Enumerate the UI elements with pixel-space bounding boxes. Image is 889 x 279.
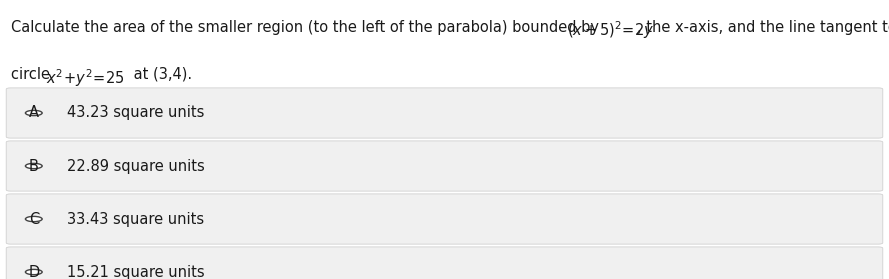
Text: Calculate the area of the smaller region (to the left of the parabola) bounded b: Calculate the area of the smaller region… <box>11 20 604 35</box>
Text: C: C <box>28 211 39 227</box>
Circle shape <box>26 110 42 116</box>
Text: B: B <box>28 158 39 174</box>
FancyBboxPatch shape <box>6 141 883 191</box>
Text: D: D <box>28 264 39 279</box>
FancyBboxPatch shape <box>6 247 883 279</box>
Text: A: A <box>28 105 39 121</box>
Text: 33.43 square units: 33.43 square units <box>67 211 204 227</box>
Text: 22.89 square units: 22.89 square units <box>67 158 204 174</box>
Circle shape <box>26 217 42 222</box>
FancyBboxPatch shape <box>6 194 883 244</box>
Circle shape <box>26 163 42 169</box>
Text: 43.23 square units: 43.23 square units <box>67 105 204 121</box>
Text: , the x-axis, and the line tangent to the: , the x-axis, and the line tangent to th… <box>637 20 889 35</box>
FancyBboxPatch shape <box>6 88 883 138</box>
Text: $(x+5)^2\!=\!2y$: $(x+5)^2\!=\!2y$ <box>567 20 655 41</box>
Text: circle: circle <box>11 67 54 82</box>
Text: 15.21 square units: 15.21 square units <box>67 264 204 279</box>
Text: $x^2\!+\!y^2\!=\!25$: $x^2\!+\!y^2\!=\!25$ <box>46 67 125 89</box>
Circle shape <box>26 270 42 275</box>
Text: at (3,4).: at (3,4). <box>129 67 192 82</box>
